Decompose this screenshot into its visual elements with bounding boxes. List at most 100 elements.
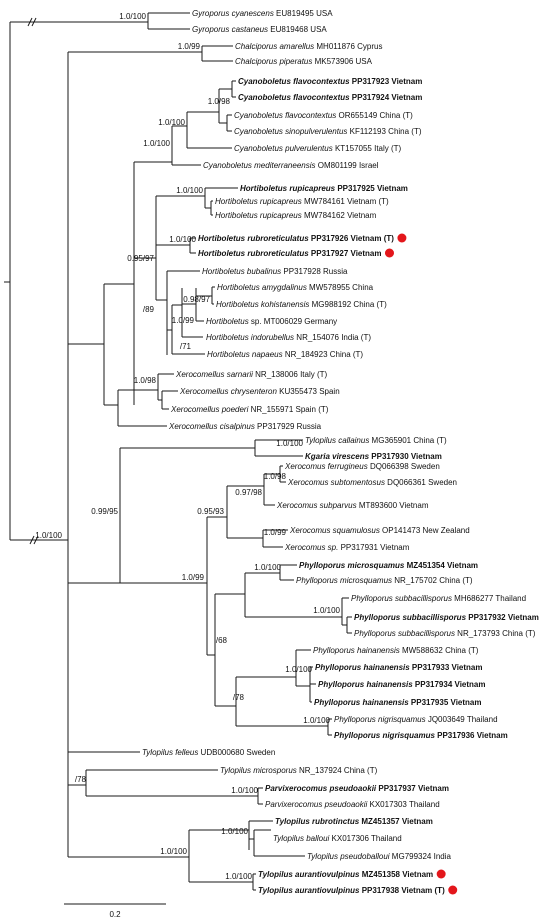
new-species-marker [448,885,458,895]
species-name: Hortiboletus rupicapreus [215,197,302,206]
species-name: Xerocomus ferrugineus [284,462,368,471]
accession-locality: EU819468 USA [268,25,327,34]
tip-label: Tylopilus microsporus NR_137924 China (T… [220,766,378,775]
species-name: Cyanoboletus sinopulverulentus [234,127,347,136]
tip-label: Gyroporus castaneus EU819468 USA [192,25,327,34]
tip-label: Phylloporus hainanensis PP317934 Vietnam [318,680,485,689]
species-name: Xerocomus subparvus [276,501,357,510]
species-name: Parvixerocomus pseudoaokii [265,784,377,793]
accession-locality: MH011876 Cyprus [314,42,382,51]
tip-label: Tylopilus balloui KX017306 Thailand [273,834,402,843]
species-name: Hortiboletus rupicapreus [240,184,336,193]
tip-label: Hortiboletus rupicapreus PP317925 Vietna… [240,184,408,193]
species-name: Hortiboletus bubalinus [202,267,281,276]
tip-label: Parvixerocomus pseudoaokii KX017303 Thai… [265,800,440,809]
accession-locality: DQ066361 Sweden [385,478,457,487]
species-name: Phylloporus microsquamus [296,576,392,585]
accession-locality: PP317929 Russia [255,422,322,431]
tip-label: Chalciporus amarellus MH011876 Cyprus [235,42,382,51]
support-label: 1.0/100 [160,847,187,856]
species-name: Phylloporus microsquamus [299,561,405,570]
accession-locality: NR_154076 India (T) [294,333,371,342]
accession-locality: PP317928 Russia [281,267,348,276]
species-name: Hortiboletus kohistanensis [216,300,309,309]
species-name: Cyanoboletus flavocontextus [238,77,350,86]
tip-label: Kgaria virescens PP317930 Vietnam [305,452,442,461]
species-name: Xerocomellus chrysenteron [179,387,277,396]
accession-locality: PP317936 Vietnam [435,731,508,740]
tip-label: Xerocomus ferrugineus DQ066398 Sweden [284,462,440,471]
tip-label: Hortiboletus kohistanensis MG988192 Chin… [216,300,387,309]
accession-locality: MH686277 Thailand [452,594,526,603]
accession-locality: PP317930 Vietnam [369,452,442,461]
accession-locality: PP317932 Vietnam [466,613,539,622]
accession-locality: OP141473 New Zealand [380,526,470,535]
species-name: Phylloporus subbacillisporus [354,613,467,622]
species-name: Tylopilus balloui [273,834,330,843]
accession-locality: KU355473 Spain [277,387,340,396]
species-name: Hortiboletus indorubellus [206,333,294,342]
support-label: 0.95/93 [197,507,224,516]
tip-label: Hortiboletus rupicapreus MW784161 Vietna… [215,197,389,206]
support-label: 1.0/100 [225,872,252,881]
accession-locality: OR655149 China (T) [336,111,413,120]
accession-locality: PP317938 Vietnam (T) [360,886,446,895]
species-name: Cyanoboletus flavocontextus [234,111,336,120]
accession-locality: PP317937 Vietnam [376,784,449,793]
accession-locality: sp. MT006029 Germany [249,317,337,326]
tip-label: Phylloporus microsquamus MZ451354 Vietna… [299,561,478,570]
species-name: Xerocomellus sarnarii [175,370,253,379]
support-label: 1.0/100 [313,606,340,615]
accession-locality: PP317926 Vietnam (T) [309,234,395,243]
accession-locality: KF112193 China (T) [347,127,421,136]
tip-label: Tylopilus felleus UDB000680 Sweden [142,748,275,757]
support-label: 1.0/99 [182,573,205,582]
species-name: Phylloporus subbacillisporus [351,594,452,603]
break-mark [33,535,39,545]
accession-locality: MW578955 China [307,283,374,292]
species-name: Chalciporus piperatus [235,57,312,66]
tip-label: Hortiboletus sp. MT006029 Germany [206,317,337,326]
species-name: Tylopilus callainus [305,436,369,445]
accession-locality: MT893600 Vietnam [357,501,429,510]
accession-locality: PP317927 Vietnam [309,249,382,258]
accession-locality: OM801199 Israel [316,161,379,170]
tip-label: Cyanoboletus pulverulentus KT157055 Ital… [234,144,402,153]
support-label: 1.0/100 [158,118,185,127]
species-name: Xerocomellus poederi [170,405,249,414]
species-name: Cyanoboletus flavocontextus [238,93,350,102]
support-label: 1.0/100 [254,563,281,572]
accession-locality: JQ003649 Thailand [426,715,498,724]
branch-break-marks [27,17,39,545]
tip-label: Hortiboletus bubalinus PP317928 Russia [202,267,348,276]
support-label: 1.0/99 [172,316,195,325]
tip-label: Phylloporus nigrisquamus PP317936 Vietna… [334,731,508,740]
species-name: Gyroporus cyanescens [192,9,274,18]
species-name: Cyanoboletus pulverulentus [234,144,333,153]
tip-label: Xerocomus subtomentosus DQ066361 Sweden [287,478,457,487]
support-label: 1.0/98 [134,376,157,385]
accession-locality: DQ066398 Sweden [368,462,440,471]
species-name: Xerocomus subtomentosus [287,478,385,487]
species-name: Phylloporus nigrisquamus [334,715,426,724]
species-name: Hortiboletus rubroreticulatus [198,234,309,243]
tip-labels: Gyroporus cyanescens EU819495 USAGyropor… [142,9,539,895]
accession-locality: PP317933 Vietnam [410,663,483,672]
species-name: Hortiboletus rupicapreus [215,211,302,220]
species-name: Tylopilus rubrotinctus [275,817,360,826]
support-label: /68 [216,636,228,645]
accession-locality: PP317934 Vietnam [413,680,486,689]
accession-locality: NR_155971 Spain (T) [248,405,328,414]
support-label: 1.0/100 [303,716,330,725]
species-name: Phylloporus subbacillisporus [354,629,455,638]
species-name: Chalciporus amarellus [235,42,314,51]
tip-label: Gyroporus cyanescens EU819495 USA [192,9,333,18]
species-name: Hortiboletus napaeus [207,350,283,359]
tip-label: Parvixerocomus pseudoaokii PP317937 Viet… [265,784,449,793]
species-name: Phylloporus hainanensis [318,680,413,689]
species-name: Xerocomus sp. [284,543,338,552]
support-label: 0.95/97 [127,254,154,263]
species-name: Gyroporus castaneus [192,25,268,34]
tip-label: Tylopilus callainus MG365901 China (T) [305,436,447,445]
support-label: 1.0/98 [264,472,287,481]
